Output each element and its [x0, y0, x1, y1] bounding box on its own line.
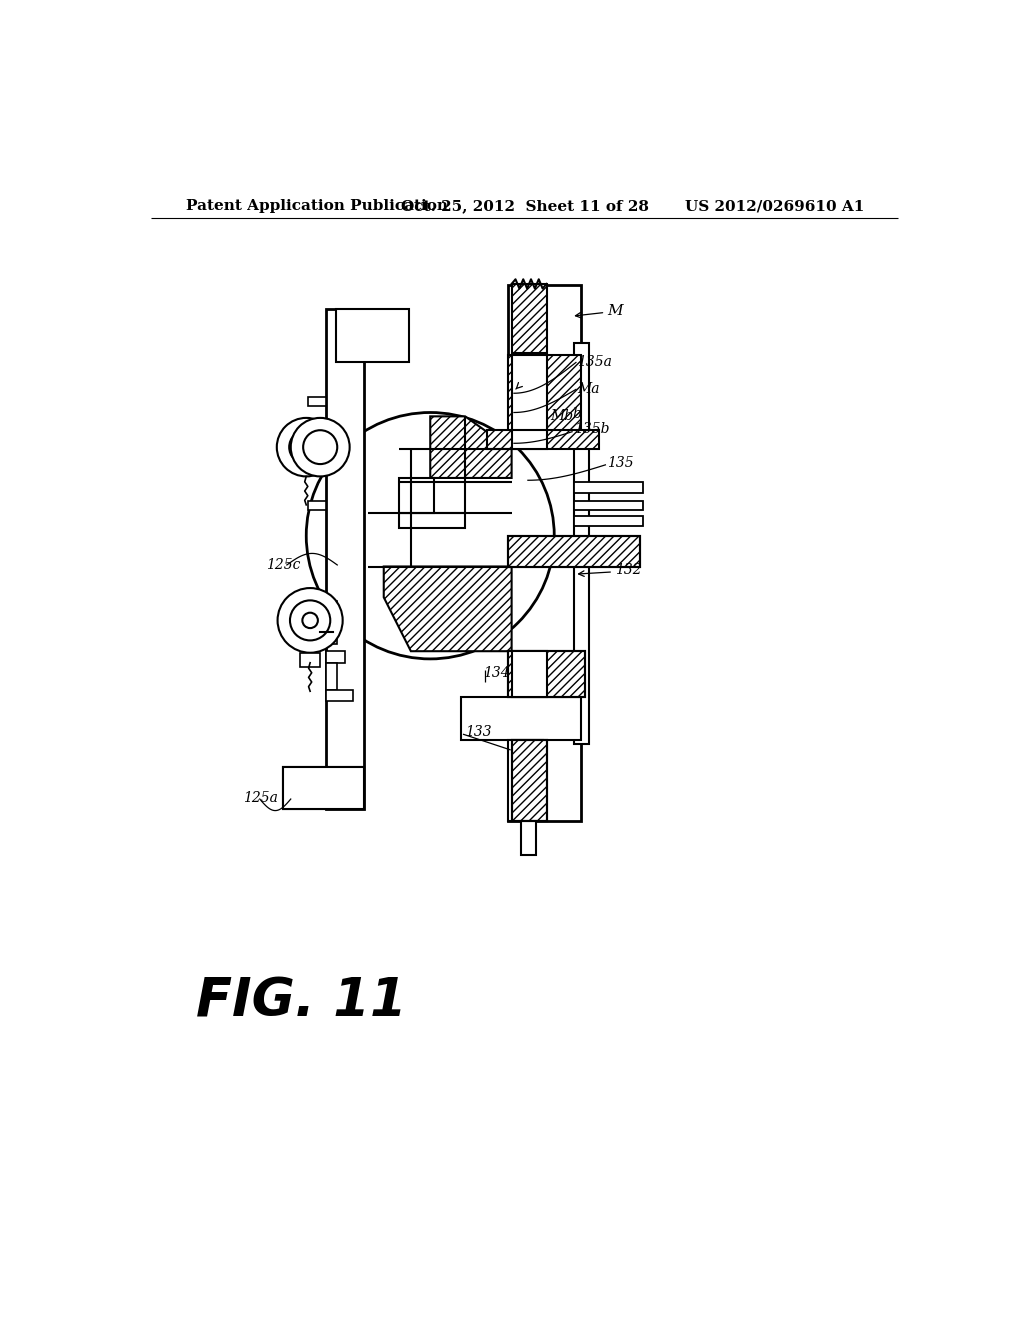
Circle shape: [303, 430, 337, 465]
Bar: [508, 651, 586, 697]
Bar: [326, 309, 365, 809]
Bar: [326, 601, 337, 644]
Bar: [508, 536, 640, 566]
Text: 133: 133: [465, 725, 492, 739]
Text: 135b: 135b: [573, 422, 609, 437]
Bar: [512, 739, 547, 821]
Text: 132: 132: [614, 564, 641, 577]
Text: FIG. 11: FIG. 11: [197, 975, 407, 1027]
Bar: [399, 478, 434, 512]
Text: 135: 135: [607, 455, 634, 470]
Bar: [308, 502, 326, 511]
Bar: [573, 516, 643, 525]
Text: b: b: [572, 407, 581, 421]
Bar: [512, 430, 547, 449]
Text: Mb: Mb: [550, 409, 573, 424]
Circle shape: [289, 430, 324, 465]
Bar: [521, 821, 537, 855]
Bar: [573, 482, 643, 492]
Text: M: M: [607, 304, 623, 318]
Polygon shape: [430, 416, 512, 478]
Bar: [508, 739, 543, 821]
Text: Oct. 25, 2012  Sheet 11 of 28: Oct. 25, 2012 Sheet 11 of 28: [400, 199, 649, 213]
Bar: [508, 285, 582, 821]
Circle shape: [306, 412, 554, 659]
Polygon shape: [384, 566, 512, 651]
Circle shape: [302, 612, 317, 628]
Bar: [508, 651, 586, 697]
Text: 125c: 125c: [266, 558, 300, 572]
Circle shape: [290, 601, 331, 640]
Circle shape: [278, 589, 343, 653]
Bar: [508, 536, 640, 566]
Text: 135a: 135a: [578, 355, 612, 370]
Text: Patent Application Publication: Patent Application Publication: [186, 199, 449, 213]
Bar: [336, 309, 410, 363]
Bar: [486, 430, 599, 449]
Text: US 2012/0269610 A1: US 2012/0269610 A1: [685, 199, 864, 213]
Bar: [283, 767, 365, 809]
Circle shape: [276, 418, 336, 477]
Bar: [508, 355, 582, 432]
Bar: [512, 651, 547, 697]
Bar: [326, 663, 337, 689]
Bar: [326, 689, 352, 701]
Bar: [512, 284, 547, 354]
Bar: [461, 697, 582, 739]
Bar: [326, 651, 345, 663]
Text: Ma: Ma: [578, 383, 600, 396]
Bar: [573, 502, 643, 511]
Bar: [512, 739, 547, 821]
Bar: [326, 432, 337, 462]
Bar: [512, 355, 547, 432]
Bar: [308, 397, 326, 407]
Bar: [283, 767, 365, 809]
Text: 134: 134: [483, 665, 510, 680]
Text: 125a: 125a: [243, 791, 278, 804]
Bar: [300, 653, 321, 667]
Bar: [399, 512, 465, 528]
Bar: [573, 343, 589, 743]
Circle shape: [291, 418, 349, 477]
